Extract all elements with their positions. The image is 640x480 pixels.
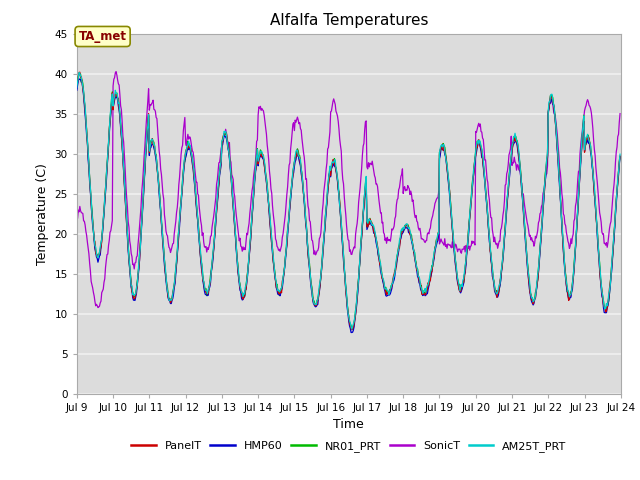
Title: Alfalfa Temperatures: Alfalfa Temperatures bbox=[269, 13, 428, 28]
Text: TA_met: TA_met bbox=[79, 30, 127, 43]
Legend: PanelT, HMP60, NR01_PRT, SonicT, AM25T_PRT: PanelT, HMP60, NR01_PRT, SonicT, AM25T_P… bbox=[127, 437, 571, 456]
X-axis label: Time: Time bbox=[333, 418, 364, 431]
Y-axis label: Temperature (C): Temperature (C) bbox=[36, 163, 49, 264]
